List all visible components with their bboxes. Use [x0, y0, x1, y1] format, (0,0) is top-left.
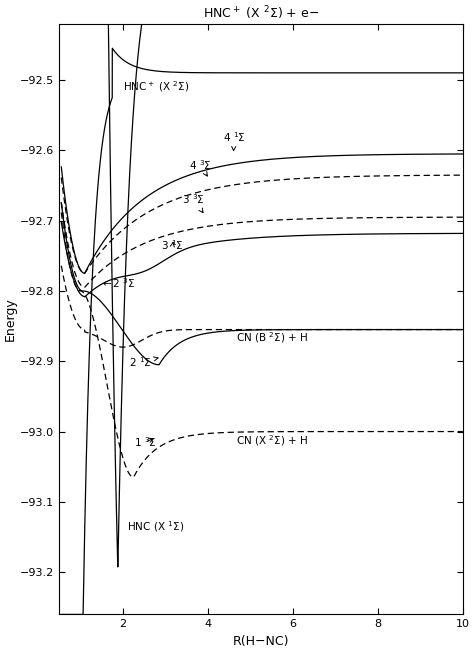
Text: 1 $^3\Sigma$: 1 $^3\Sigma$: [134, 436, 156, 449]
Text: HNC$^+$ (X $^2\Sigma$): HNC$^+$ (X $^2\Sigma$): [123, 79, 190, 94]
Text: 4 $^1\Sigma$: 4 $^1\Sigma$: [223, 130, 246, 151]
Text: 3 $^1\Sigma$: 3 $^1\Sigma$: [161, 238, 184, 252]
Text: CN (B $^2\Sigma$) + H: CN (B $^2\Sigma$) + H: [236, 330, 308, 345]
Text: HNC (X $^1\Sigma$): HNC (X $^1\Sigma$): [127, 519, 184, 533]
Y-axis label: Energy: Energy: [4, 297, 17, 341]
Title: HNC$^+$ (X $^2\Sigma$) + e−: HNC$^+$ (X $^2\Sigma$) + e−: [203, 4, 319, 22]
Text: $\leftarrow$2 $^3\Sigma$: $\leftarrow$2 $^3\Sigma$: [100, 276, 135, 290]
X-axis label: R(H−NC): R(H−NC): [233, 635, 289, 648]
Text: CN (X $^2\Sigma$) + H: CN (X $^2\Sigma$) + H: [236, 433, 308, 448]
Text: 4 $^3\Sigma$: 4 $^3\Sigma$: [189, 158, 211, 176]
Text: 3 $^3\Sigma$: 3 $^3\Sigma$: [182, 192, 205, 213]
Text: 2 $^1\Sigma$: 2 $^1\Sigma$: [129, 355, 158, 369]
